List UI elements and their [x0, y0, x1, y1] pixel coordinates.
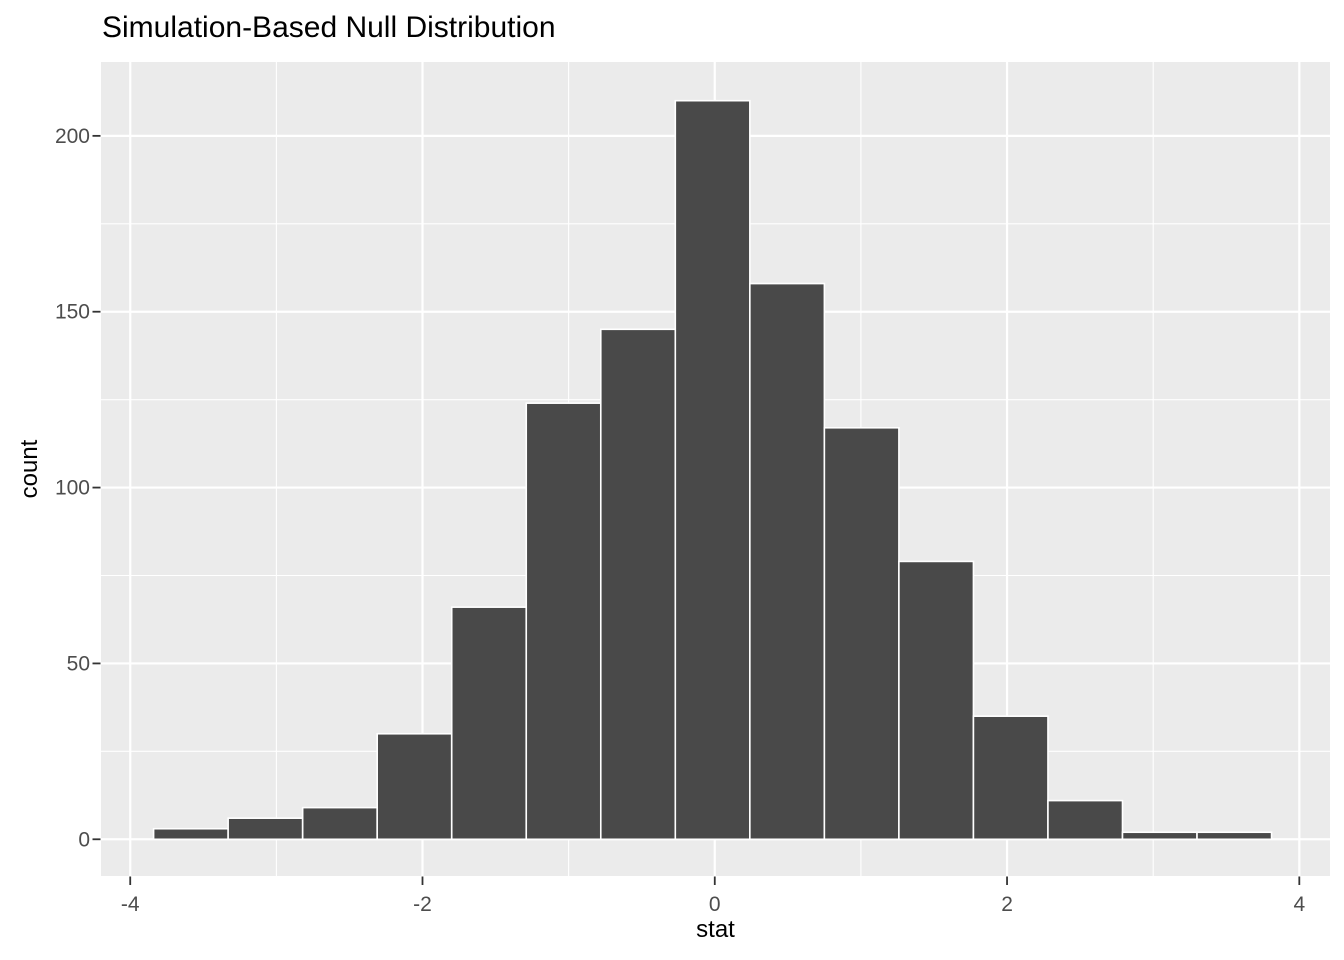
- y-axis-tick-label: 200: [55, 125, 90, 148]
- histogram-bar: [674, 99, 751, 841]
- histogram-bar: [227, 817, 304, 841]
- x-axis-tick-label: 0: [709, 893, 721, 916]
- y-axis-tick-label: 0: [78, 828, 90, 851]
- plot-title: Simulation-Based Null Distribution: [102, 11, 556, 44]
- histogram-bar: [301, 806, 378, 841]
- x-axis-title: stat: [696, 916, 735, 943]
- histogram-bar: [749, 282, 826, 841]
- histogram-bar: [1196, 831, 1273, 841]
- histogram-bar: [450, 606, 528, 841]
- histogram-bar: [823, 426, 900, 841]
- x-axis-tick-label: 4: [1293, 893, 1305, 916]
- histogram-bar: [525, 402, 602, 841]
- x-axis-tick-label: -4: [121, 893, 140, 916]
- histogram-bar: [599, 328, 677, 841]
- histogram-bar: [898, 560, 975, 841]
- x-axis-tick-label: -2: [413, 893, 432, 916]
- x-axis-tick-label: 2: [1001, 893, 1013, 916]
- y-axis-tick-label: 100: [55, 477, 90, 500]
- histogram-bar: [972, 715, 1049, 841]
- y-axis-tick-label: 150: [55, 301, 90, 324]
- histogram-bar: [376, 732, 453, 841]
- histogram-bar: [1121, 831, 1198, 841]
- histogram-bar: [152, 827, 229, 841]
- y-axis-title: count: [16, 439, 43, 499]
- histogram-bar: [1047, 799, 1124, 841]
- y-axis-tick-label: 50: [67, 652, 90, 675]
